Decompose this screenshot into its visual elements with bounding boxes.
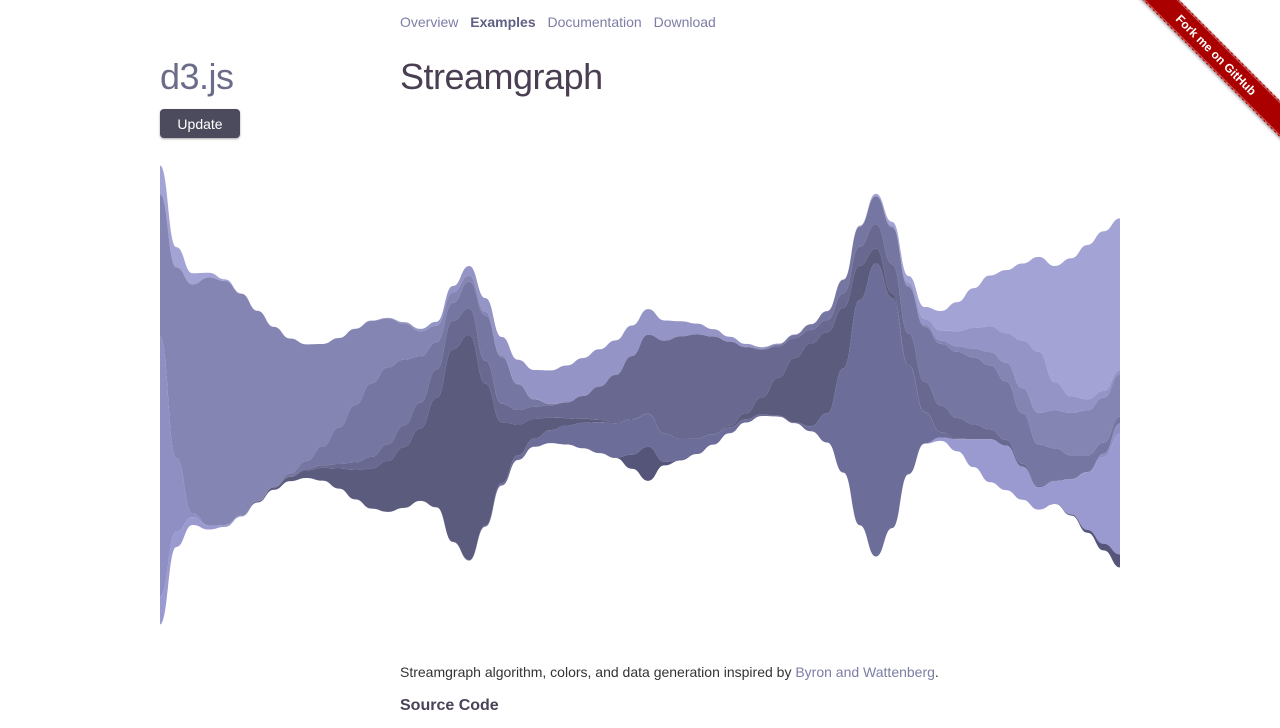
github-ribbon: Fork me on GitHub bbox=[1130, 0, 1280, 150]
stream-layer bbox=[160, 194, 1120, 526]
stream-layer bbox=[160, 416, 1120, 625]
top-nav: Overview Examples Documentation Download bbox=[400, 14, 724, 30]
page-title: Streamgraph bbox=[400, 56, 603, 97]
stream-layer bbox=[160, 196, 1120, 526]
d3-logo[interactable]: d3.js bbox=[160, 56, 234, 97]
stream-layer bbox=[160, 248, 1120, 561]
nav-documentation[interactable]: Documentation bbox=[547, 14, 642, 30]
update-button[interactable]: Update bbox=[160, 109, 240, 138]
nav-overview[interactable]: Overview bbox=[400, 14, 459, 30]
description-suffix: . bbox=[934, 664, 939, 680]
source-code-heading: Source Code bbox=[400, 697, 499, 714]
nav-download[interactable]: Download bbox=[653, 14, 716, 30]
byron-wattenberg-link[interactable]: Byron and Wattenberg bbox=[795, 664, 935, 680]
fork-me-ribbon-link[interactable]: Fork me on GitHub bbox=[1130, 0, 1280, 142]
nav-examples[interactable]: Examples bbox=[470, 14, 536, 30]
stream-layer bbox=[160, 263, 1120, 597]
streamgraph-chart bbox=[160, 165, 1120, 625]
description: Streamgraph algorithm, colors, and data … bbox=[400, 664, 939, 680]
description-text: Streamgraph algorithm, colors, and data … bbox=[400, 664, 796, 680]
stream-layer bbox=[160, 224, 1120, 526]
